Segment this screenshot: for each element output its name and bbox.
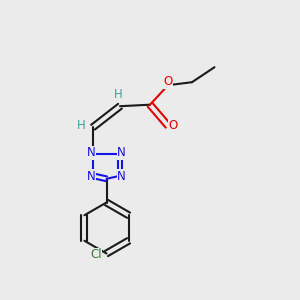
Text: N: N: [87, 170, 96, 183]
Text: N: N: [117, 146, 126, 159]
Text: N: N: [117, 170, 126, 183]
Text: O: O: [164, 75, 172, 88]
Text: N: N: [87, 146, 96, 159]
Text: H: H: [114, 88, 123, 101]
Text: Cl: Cl: [90, 248, 102, 262]
Text: O: O: [169, 119, 178, 132]
Text: H: H: [77, 119, 86, 132]
